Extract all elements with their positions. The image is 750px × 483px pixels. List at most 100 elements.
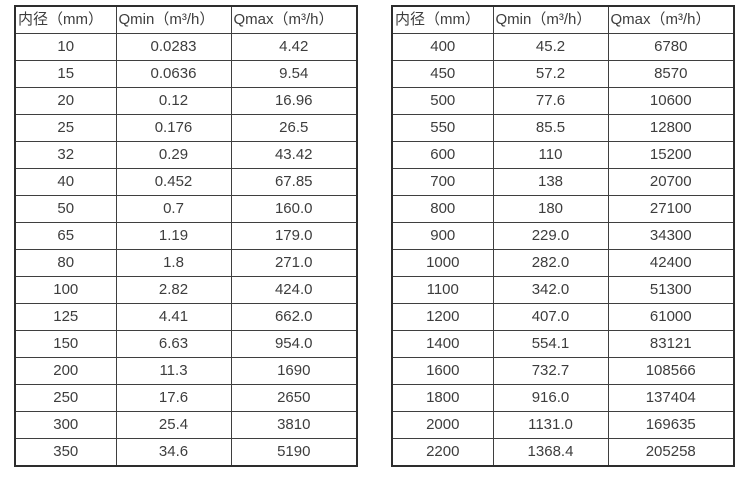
table-row: 1100 342.0 51300	[391, 276, 735, 304]
cell-qmin: 4.41	[115, 303, 232, 331]
cell-qmax: 9.54	[230, 60, 358, 88]
cell-qmax: 34300	[607, 222, 735, 250]
cell-diameter: 100	[14, 276, 117, 304]
cell-diameter: 10	[14, 33, 117, 61]
cell-qmin: 110	[492, 141, 609, 169]
cell-qmax: 662.0	[230, 303, 358, 331]
table-row: 350 34.6 5190	[14, 438, 358, 467]
cell-qmax: 160.0	[230, 195, 358, 223]
cell-qmin: 138	[492, 168, 609, 196]
cell-qmax: 137404	[607, 384, 735, 412]
cell-qmax: 179.0	[230, 222, 358, 250]
cell-diameter: 900	[391, 222, 494, 250]
table-row: 1800 916.0 137404	[391, 384, 735, 412]
cell-diameter: 80	[14, 249, 117, 277]
table-row: 250 17.6 2650	[14, 384, 358, 412]
cell-diameter: 200	[14, 357, 117, 385]
cell-qmax: 954.0	[230, 330, 358, 358]
cell-qmin: 407.0	[492, 303, 609, 331]
cell-diameter: 600	[391, 141, 494, 169]
cell-qmin: 0.0636	[115, 60, 232, 88]
cell-qmin: 342.0	[492, 276, 609, 304]
table-row: 40 0.452 67.85	[14, 168, 358, 196]
cell-qmin: 1.8	[115, 249, 232, 277]
cell-qmin: 0.0283	[115, 33, 232, 61]
cell-qmax: 83121	[607, 330, 735, 358]
cell-qmin: 57.2	[492, 60, 609, 88]
cell-diameter: 15	[14, 60, 117, 88]
table-row: 300 25.4 3810	[14, 411, 358, 439]
cell-qmin: 0.7	[115, 195, 232, 223]
cell-qmax: 42400	[607, 249, 735, 277]
cell-diameter: 700	[391, 168, 494, 196]
cell-diameter: 32	[14, 141, 117, 169]
cell-qmax: 169635	[607, 411, 735, 439]
column-header: Qmin（m³/h）	[492, 5, 609, 34]
cell-diameter: 800	[391, 195, 494, 223]
cell-qmax: 4.42	[230, 33, 358, 61]
table-row: 150 6.63 954.0	[14, 330, 358, 358]
cell-qmin: 229.0	[492, 222, 609, 250]
table-row: 550 85.5 12800	[391, 114, 735, 142]
table-row: 50 0.7 160.0	[14, 195, 358, 223]
cell-diameter: 350	[14, 438, 117, 467]
flow-table-large-diameters: 内径（mm） Qmin（m³/h） Qmax（m³/h） 400 45.2 6780 45…	[391, 5, 735, 467]
table-row: 200 11.3 1690	[14, 357, 358, 385]
cell-qmax: 1690	[230, 357, 358, 385]
cell-qmin: 0.176	[115, 114, 232, 142]
table-row: 25 0.176 26.5	[14, 114, 358, 142]
cell-qmax: 26.5	[230, 114, 358, 142]
cell-diameter: 300	[14, 411, 117, 439]
cell-qmin: 282.0	[492, 249, 609, 277]
cell-qmax: 2650	[230, 384, 358, 412]
cell-qmin: 11.3	[115, 357, 232, 385]
table-row: 1000 282.0 42400	[391, 249, 735, 277]
table-row: 450 57.2 8570	[391, 60, 735, 88]
cell-qmax: 16.96	[230, 87, 358, 115]
cell-qmin: 2.82	[115, 276, 232, 304]
cell-qmin: 0.29	[115, 141, 232, 169]
cell-qmin: 85.5	[492, 114, 609, 142]
cell-diameter: 1800	[391, 384, 494, 412]
cell-qmin: 45.2	[492, 33, 609, 61]
table-row: 1400 554.1 83121	[391, 330, 735, 358]
cell-qmin: 34.6	[115, 438, 232, 467]
cell-qmin: 6.63	[115, 330, 232, 358]
cell-qmin: 1131.0	[492, 411, 609, 439]
flow-rate-tables: 内径（mm） Qmin（m³/h） Qmax（m³/h） 10 0.0283 4.42 1…	[14, 5, 735, 467]
cell-qmax: 12800	[607, 114, 735, 142]
cell-qmin: 180	[492, 195, 609, 223]
table-row: 15 0.0636 9.54	[14, 60, 358, 88]
cell-diameter: 1600	[391, 357, 494, 385]
cell-qmax: 61000	[607, 303, 735, 331]
flow-table-small-diameters: 内径（mm） Qmin（m³/h） Qmax（m³/h） 10 0.0283 4.42 1…	[14, 5, 358, 467]
cell-diameter: 1000	[391, 249, 494, 277]
column-header: 内径（mm）	[391, 5, 494, 34]
cell-diameter: 1100	[391, 276, 494, 304]
cell-qmin: 1.19	[115, 222, 232, 250]
cell-diameter: 20	[14, 87, 117, 115]
table-row: 100 2.82 424.0	[14, 276, 358, 304]
cell-qmin: 1368.4	[492, 438, 609, 467]
cell-qmax: 6780	[607, 33, 735, 61]
cell-qmax: 5190	[230, 438, 358, 467]
cell-qmin: 77.6	[492, 87, 609, 115]
cell-diameter: 1200	[391, 303, 494, 331]
table-row: 10 0.0283 4.42	[14, 33, 358, 61]
cell-diameter: 250	[14, 384, 117, 412]
cell-qmax: 67.85	[230, 168, 358, 196]
cell-diameter: 40	[14, 168, 117, 196]
table-row: 1200 407.0 61000	[391, 303, 735, 331]
cell-qmax: 51300	[607, 276, 735, 304]
table-row: 125 4.41 662.0	[14, 303, 358, 331]
cell-qmax: 3810	[230, 411, 358, 439]
column-header: Qmax（m³/h）	[230, 5, 358, 34]
cell-diameter: 2200	[391, 438, 494, 467]
cell-qmax: 27100	[607, 195, 735, 223]
cell-diameter: 450	[391, 60, 494, 88]
table-row: 700 138 20700	[391, 168, 735, 196]
cell-qmax: 43.42	[230, 141, 358, 169]
cell-diameter: 500	[391, 87, 494, 115]
header-row: 内径（mm） Qmin（m³/h） Qmax（m³/h）	[14, 5, 358, 34]
cell-qmax: 108566	[607, 357, 735, 385]
